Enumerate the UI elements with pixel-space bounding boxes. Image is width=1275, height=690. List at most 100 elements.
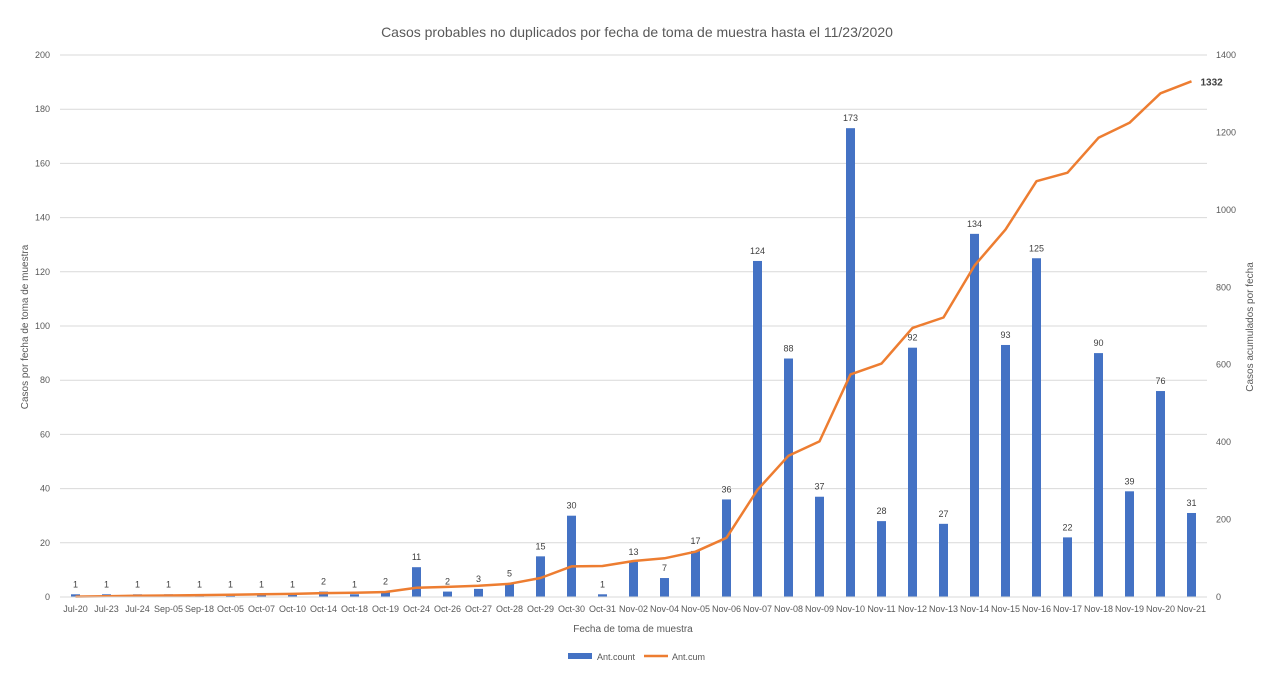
y2-axis-ticks: 0 200 400 600 800 1000 1200 1400 (1216, 50, 1236, 602)
bar-label: 1 (352, 579, 357, 589)
x-tick-label: Nov-21 (1177, 604, 1206, 614)
x-tick-label: Nov-16 (1022, 604, 1051, 614)
x-tick-label: Oct-26 (434, 604, 461, 614)
bar-label: 17 (690, 536, 700, 546)
bar-label: 22 (1062, 522, 1072, 532)
legend-label-ant-count: Ant.count (597, 652, 636, 662)
bar-label: 173 (843, 113, 858, 123)
bar-label: 1 (73, 579, 78, 589)
bar-label: 37 (814, 482, 824, 492)
bar (784, 358, 793, 597)
x-tick-label: Nov-04 (650, 604, 679, 614)
bar (288, 594, 297, 597)
bar (474, 588, 483, 597)
bar (1001, 344, 1010, 597)
bar-label: 28 (876, 506, 886, 516)
y2-tick-label: 1000 (1216, 205, 1236, 215)
x-tick-label: Nov-17 (1053, 604, 1082, 614)
y2-tick-label: 200 (1216, 515, 1231, 525)
y-tick-label: 160 (35, 158, 50, 168)
x-tick-label: Jul-20 (63, 604, 88, 614)
bar-series (71, 128, 1196, 598)
x-axis-ticks: Jul-20 Jul-23 Jul-24 Sep-05 Sep-18 Oct-05 Oct-… (63, 604, 1206, 614)
bar-label: 36 (721, 484, 731, 494)
bar-label: 13 (628, 547, 638, 557)
chart-title: Casos probables no duplicados por fecha … (381, 24, 893, 40)
legend: Ant.count Ant.cum (568, 652, 705, 662)
bar-label: 88 (783, 344, 793, 354)
x-tick-label: Sep-05 (154, 604, 183, 614)
x-tick-label: Nov-15 (991, 604, 1020, 614)
x-tick-label: Nov-09 (805, 604, 834, 614)
x-tick-label: Sep-18 (185, 604, 214, 614)
bar (412, 567, 421, 597)
bar-label: 1 (104, 579, 109, 589)
bar (939, 523, 948, 597)
y2-tick-label: 400 (1216, 437, 1231, 447)
bar-label: 15 (535, 541, 545, 551)
x-tick-label: Nov-10 (836, 604, 865, 614)
bar-label: 1 (197, 579, 202, 589)
bar (815, 496, 824, 597)
x-tick-label: Jul-24 (125, 604, 150, 614)
y-tick-label: 40 (40, 484, 50, 494)
x-tick-label: Nov-11 (867, 604, 895, 614)
y-tick-label: 60 (40, 429, 50, 439)
bar (350, 594, 359, 597)
x-tick-label: Oct-29 (527, 604, 554, 614)
bar (443, 591, 452, 597)
bar-label: 1 (290, 579, 295, 589)
y-tick-label: 120 (35, 267, 50, 277)
y-tick-label: 100 (35, 321, 50, 331)
x-tick-label: Nov-19 (1115, 604, 1144, 614)
bar (1094, 353, 1103, 597)
y-tick-label: 180 (35, 104, 50, 114)
y-tick-label: 80 (40, 375, 50, 385)
bar (505, 583, 514, 597)
bar-label: 1 (600, 579, 605, 589)
bar-label: 1 (166, 579, 171, 589)
y-tick-label: 20 (40, 538, 50, 548)
gridlines (60, 54, 1207, 544)
line-series (75, 80, 1192, 598)
x-tick-label: Nov-18 (1084, 604, 1113, 614)
bar-label: 125 (1029, 243, 1044, 253)
bar-label: 1 (135, 579, 140, 589)
bar-label: 31 (1186, 498, 1196, 508)
x-tick-label: Nov-12 (898, 604, 927, 614)
bar-label: 2 (383, 577, 388, 587)
x-tick-label: Jul-23 (94, 604, 119, 614)
legend-label-ant-cum: Ant.cum (672, 652, 705, 662)
bar-label: 1 (259, 579, 264, 589)
bar (846, 128, 855, 598)
line-end-label: 1332 (1201, 77, 1224, 88)
bar (598, 594, 607, 597)
bar-label: 11 (412, 552, 421, 562)
y-axis-label: Casos por fecha de toma de muestra (20, 244, 31, 409)
y-tick-label: 200 (35, 50, 50, 60)
x-tick-label: Nov-02 (619, 604, 648, 614)
line-ant-cum (75, 80, 1192, 598)
x-tick-label: Oct-28 (496, 604, 523, 614)
x-tick-label: Nov-20 (1146, 604, 1175, 614)
x-tick-label: Oct-30 (558, 604, 585, 614)
bar (877, 521, 886, 597)
y2-tick-label: 0 (1216, 592, 1221, 602)
bar-label: 76 (1155, 376, 1165, 386)
bar-label: 2 (321, 577, 326, 587)
bar-label: 5 (507, 568, 512, 578)
y-tick-label: 140 (35, 213, 50, 223)
x-axis-label: Fecha de toma de muestra (573, 624, 693, 635)
x-tick-label: Oct-18 (341, 604, 368, 614)
x-tick-label: Oct-31 (589, 604, 616, 614)
bar (1063, 537, 1072, 597)
bar-label: 2 (445, 577, 450, 587)
bar-label: 90 (1093, 338, 1103, 348)
x-tick-label: Nov-13 (929, 604, 958, 614)
x-tick-label: Nov-06 (712, 604, 741, 614)
bar (660, 578, 669, 597)
bar-label: 124 (750, 246, 765, 256)
